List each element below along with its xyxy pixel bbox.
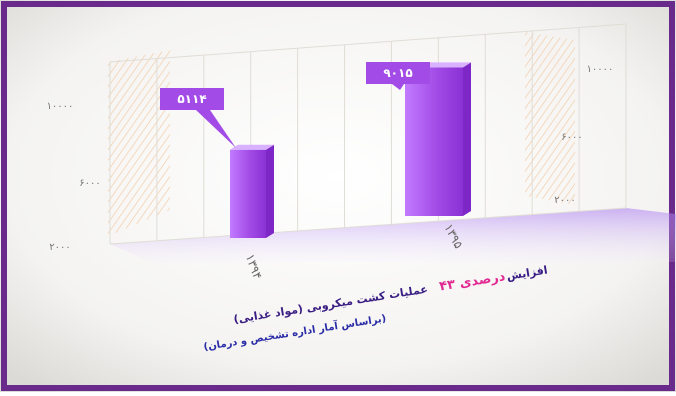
left-tick-label: ۱۰۰۰۰ bbox=[47, 101, 74, 112]
grid-top-line bbox=[109, 23, 627, 63]
bar bbox=[405, 67, 463, 216]
bar bbox=[230, 149, 266, 238]
value-label-pointer bbox=[392, 84, 404, 90]
value-label-pointer bbox=[196, 110, 236, 148]
value-label: ۹۰۱۵ bbox=[383, 66, 412, 80]
left-tick-label: ۶۰۰۰ bbox=[79, 178, 100, 189]
floor-band bbox=[110, 208, 676, 262]
right-tick-label: ۲۰۰۰ bbox=[554, 195, 575, 206]
value-label-box bbox=[366, 62, 430, 84]
bars-group bbox=[230, 62, 471, 238]
left-tick-label: ۲۰۰۰ bbox=[49, 242, 70, 253]
right-hatch-panel bbox=[525, 32, 575, 205]
left-hatch-panel bbox=[108, 50, 170, 236]
bar-side bbox=[463, 62, 471, 216]
grid-bottom-line bbox=[109, 207, 627, 245]
right-tick-label: ۶۰۰۰ bbox=[561, 132, 582, 143]
right-axis-ticks: ۲۰۰۰ ۶۰۰۰ ۱۰۰۰۰ bbox=[554, 64, 613, 206]
bar-top bbox=[230, 144, 274, 150]
value-labels: ۵۱۱۴ ۹۰۱۵ bbox=[160, 62, 430, 148]
left-axis-ticks: ۲۰۰۰ ۶۰۰۰ ۱۰۰۰۰ bbox=[47, 101, 101, 253]
chart-title-prefix: افزایش bbox=[506, 264, 549, 283]
right-tick-label: ۱۰۰۰۰ bbox=[587, 64, 614, 75]
value-label-box bbox=[160, 88, 224, 110]
bar-side bbox=[266, 144, 274, 238]
value-label: ۵۱۱۴ bbox=[177, 92, 206, 106]
